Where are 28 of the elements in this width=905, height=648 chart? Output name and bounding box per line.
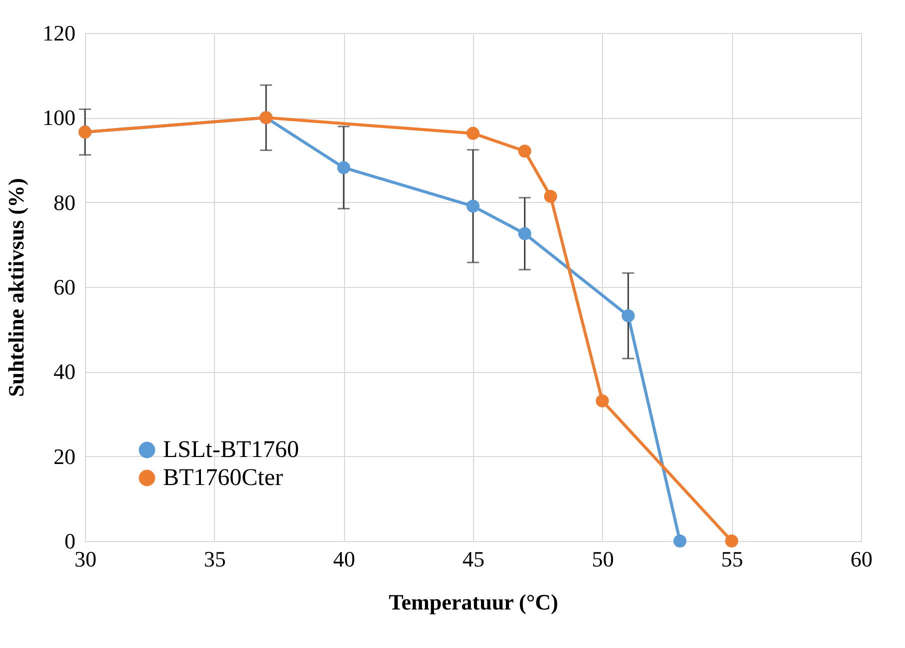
x-axis-title: Temperatuur (°C) bbox=[388, 590, 558, 614]
y-tick-label: 0 bbox=[64, 528, 76, 554]
point bbox=[518, 227, 532, 240]
x-tick-label: 40 bbox=[333, 546, 356, 572]
point bbox=[466, 200, 480, 213]
point bbox=[725, 534, 738, 548]
x-tick-label: 45 bbox=[462, 546, 484, 572]
y-tick-label: 60 bbox=[54, 274, 76, 300]
x-tick-label: 60 bbox=[850, 546, 872, 572]
y-tick-label: 80 bbox=[54, 190, 76, 215]
point bbox=[622, 309, 635, 322]
y-axis-title: Suhteline aktiivsus (%) bbox=[4, 178, 28, 397]
point bbox=[673, 534, 686, 548]
point bbox=[518, 144, 532, 158]
x-tick-label: 35 bbox=[204, 546, 226, 572]
y-tick-label: 100 bbox=[42, 105, 76, 130]
point bbox=[466, 126, 480, 140]
x-tick-label: 55 bbox=[721, 546, 744, 572]
y-tick-label: 20 bbox=[54, 444, 76, 469]
y-tick-label: 40 bbox=[54, 359, 76, 384]
point bbox=[337, 161, 350, 174]
x-tick-label: 30 bbox=[74, 546, 96, 572]
legend-label: BT1760Cter bbox=[163, 465, 283, 491]
y-tick-label: 120 bbox=[42, 20, 76, 46]
legend-label: LSLt-BT1760 bbox=[163, 437, 299, 463]
point bbox=[596, 394, 609, 408]
point bbox=[544, 190, 558, 203]
x-tick-label: 50 bbox=[592, 546, 614, 572]
